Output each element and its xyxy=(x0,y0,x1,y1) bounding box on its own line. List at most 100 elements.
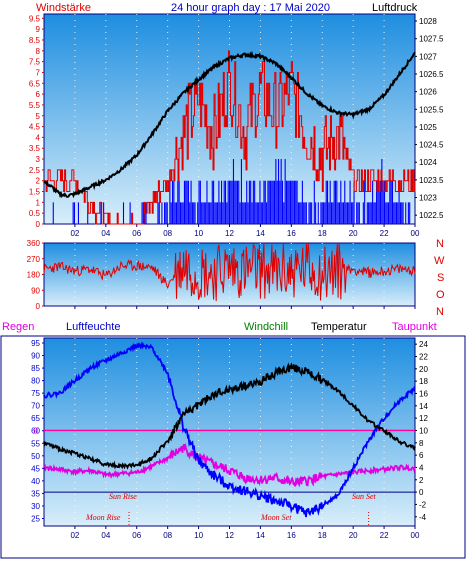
x-tick-label: 14 xyxy=(256,229,265,238)
left-tick-label: 40 xyxy=(31,477,40,486)
dew-point-line xyxy=(43,442,416,488)
plot-area-1 xyxy=(43,242,416,307)
left-tick-label: 25 xyxy=(31,514,40,523)
pressure-line xyxy=(43,50,416,199)
regen-label: Regen xyxy=(2,321,34,333)
x-tick-label: 18 xyxy=(318,229,327,238)
x-tick-label: 14 xyxy=(256,531,265,540)
compass-n-top: N xyxy=(436,238,444,250)
compass-s: S xyxy=(437,272,444,284)
x-tick-label: 06 xyxy=(132,229,141,238)
left-tick-label: 80 xyxy=(31,377,40,386)
x-tick-label: 10 xyxy=(194,229,203,238)
left-tick-label: 95 xyxy=(31,339,40,348)
x-tick-label: 00 xyxy=(411,531,420,540)
x-tick-label: 12 xyxy=(225,531,234,540)
x-tick-label: 00 xyxy=(411,229,420,238)
right-tick-label: 1022.5 xyxy=(419,211,444,220)
left-tick-label: 4 xyxy=(36,133,41,142)
right-tick-label: -4 xyxy=(419,513,427,522)
left-tick-label: 85 xyxy=(31,364,40,373)
left-tick-label: 5.5 xyxy=(29,101,41,110)
left-tick-label: 75 xyxy=(31,389,40,398)
x-tick-label: 02 xyxy=(70,229,79,238)
right-tick-label: 0 xyxy=(419,488,424,497)
x-tick-label: 22 xyxy=(380,531,389,540)
rain-zero-label: 0 xyxy=(34,426,39,435)
left-tick-label: 3.5 xyxy=(29,144,41,153)
left-tick-label: 1.5 xyxy=(29,188,41,197)
left-tick-label: 9 xyxy=(36,25,41,34)
x-tick-label: 22 xyxy=(380,229,389,238)
left-tick-label: 90 xyxy=(31,286,40,295)
left-tick-label: 65 xyxy=(31,414,40,423)
right-tick-label: 1023.5 xyxy=(419,176,444,185)
temperature-line xyxy=(43,361,416,470)
x-tick-label: 06 xyxy=(132,531,141,540)
right-tick-label: 18 xyxy=(419,377,428,386)
right-tick-label: 16 xyxy=(419,389,428,398)
right-tick-label: 1024.5 xyxy=(419,141,444,150)
x-tick-label: 12 xyxy=(225,229,234,238)
right-tick-label: 12 xyxy=(419,414,428,423)
right-tick-label: -2 xyxy=(419,500,427,509)
left-tick-label: 55 xyxy=(31,439,40,448)
right-tick-label: 1027 xyxy=(419,52,437,61)
left-tick-label: 6 xyxy=(36,90,41,99)
right-tick-label: 1024 xyxy=(419,158,437,167)
left-tick-label: 50 xyxy=(31,452,40,461)
right-tick-label: 8 xyxy=(419,439,424,448)
wind-strength-label: Windstärke xyxy=(36,2,91,14)
left-tick-label: 8 xyxy=(36,47,41,56)
x-tick-label: 08 xyxy=(163,229,172,238)
windchill-label: Windchill xyxy=(244,321,288,333)
sun-set-annotation: Sun Set xyxy=(352,492,377,501)
luftfeuchte-label: Luftfeuchte xyxy=(66,321,120,333)
right-tick-label: 1026.5 xyxy=(419,70,444,79)
right-tick-label: 1026 xyxy=(419,88,437,97)
right-tick-label: 1025 xyxy=(419,123,437,132)
compass-n-bottom: N xyxy=(436,306,444,318)
x-tick-label: 04 xyxy=(101,531,110,540)
right-tick-label: 1028 xyxy=(419,17,437,26)
right-tick-label: 24 xyxy=(419,340,428,349)
left-tick-label: 270 xyxy=(27,255,41,264)
x-tick-label: 16 xyxy=(287,229,296,238)
left-tick-label: 1 xyxy=(36,198,41,207)
right-tick-label: 20 xyxy=(419,365,428,374)
taupunkt-label: Taupunkt xyxy=(392,321,437,333)
left-tick-label: 0.5 xyxy=(29,209,41,218)
x-tick-label: 08 xyxy=(163,531,172,540)
right-tick-label: 10 xyxy=(419,426,428,435)
left-tick-label: 2.5 xyxy=(29,166,41,175)
x-tick-label: 18 xyxy=(318,531,327,540)
left-tick-label: 30 xyxy=(31,502,40,511)
left-tick-label: 4.5 xyxy=(29,123,41,132)
right-tick-label: 4 xyxy=(419,463,424,472)
x-tick-label: 04 xyxy=(101,229,110,238)
x-tick-label: 02 xyxy=(70,531,79,540)
wind-gust-line xyxy=(44,50,416,225)
x-tick-label: 10 xyxy=(194,531,203,540)
humidity-line xyxy=(43,341,416,518)
right-tick-label: 1023 xyxy=(419,194,437,203)
right-tick-label: 2 xyxy=(419,476,424,485)
pressure-label: Luftdruck xyxy=(372,2,418,14)
right-tick-label: 6 xyxy=(419,451,424,460)
compass-w: W xyxy=(434,255,445,267)
right-tick-label: 1025.5 xyxy=(419,105,444,114)
compass-o: O xyxy=(436,289,445,301)
left-tick-label: 7 xyxy=(36,68,41,77)
left-tick-label: 5 xyxy=(36,112,41,121)
left-tick-label: 0 xyxy=(36,302,41,311)
left-tick-label: 35 xyxy=(31,489,40,498)
left-tick-label: 45 xyxy=(31,464,40,473)
x-tick-label: 20 xyxy=(349,229,358,238)
left-tick-label: 6.5 xyxy=(29,79,41,88)
chart-layer: 02 04 06 08 10 12 14 16 18 20 22 0000.511.522.533.5… xyxy=(0,13,466,559)
wind-direction-line xyxy=(43,242,416,302)
right-tick-label: 14 xyxy=(419,402,428,411)
left-tick-label: 8.5 xyxy=(29,36,41,45)
